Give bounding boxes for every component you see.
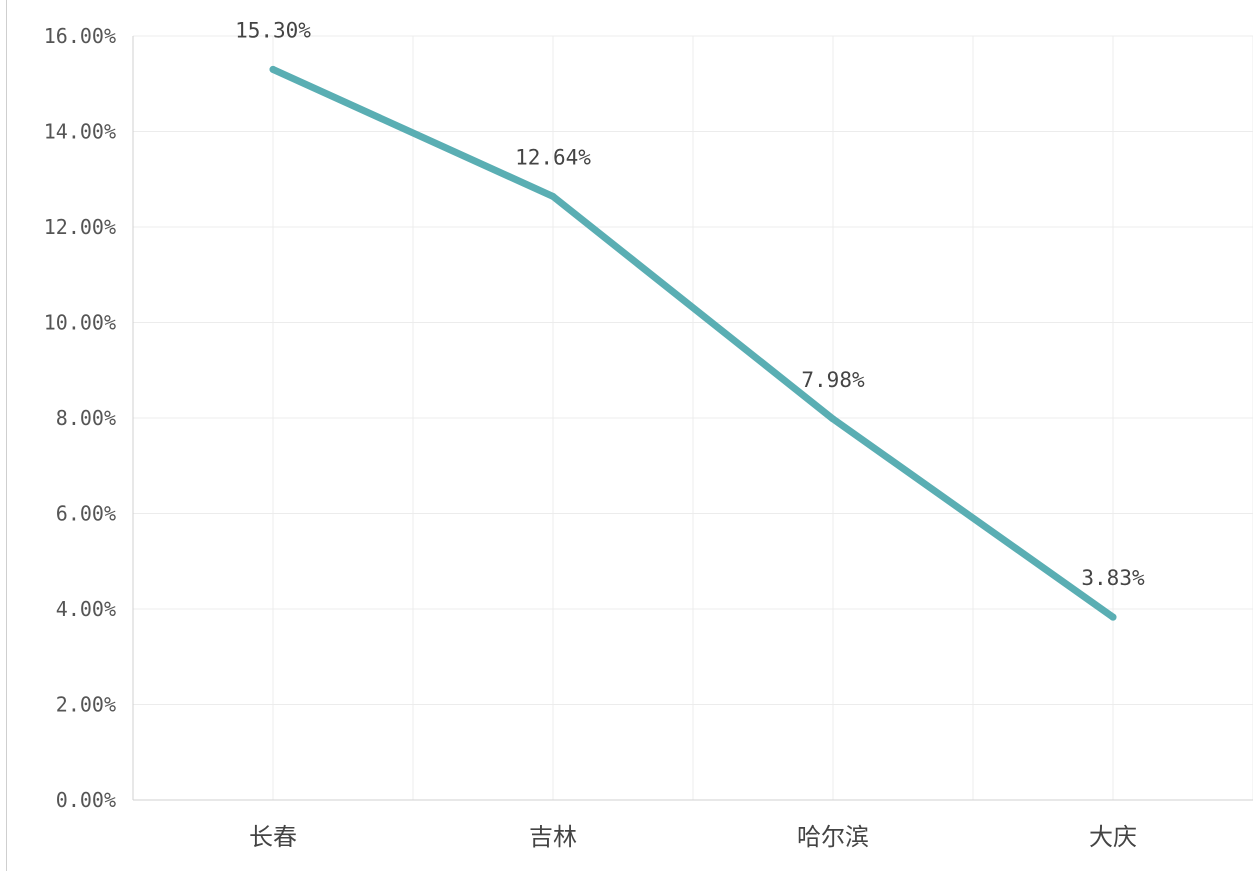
x-category-label: 大庆 bbox=[1089, 823, 1137, 851]
data-point bbox=[829, 415, 837, 423]
series bbox=[269, 65, 1117, 621]
y-tick-label: 16.00% bbox=[44, 24, 116, 48]
left-border bbox=[6, 0, 7, 871]
y-tick-label: 12.00% bbox=[44, 215, 116, 239]
data-point bbox=[1109, 613, 1117, 621]
data-label: 15.30% bbox=[235, 18, 311, 42]
data-point bbox=[269, 65, 277, 73]
y-axis-tick-labels: 0.00% 2.00% 4.00% 6.00% 8.00% 10.00% 12.00% 14.… bbox=[44, 24, 116, 812]
x-category-label: 哈尔滨 bbox=[797, 823, 869, 851]
grid-lines bbox=[133, 35, 1253, 800]
y-tick-label: 14.00% bbox=[44, 120, 116, 144]
y-tick-label: 4.00% bbox=[56, 597, 116, 621]
axes bbox=[132, 36, 1253, 801]
x-axis-category-labels: 长春 吉林 哈尔滨 大庆 bbox=[249, 823, 1137, 851]
data-label: 12.64% bbox=[515, 145, 591, 169]
y-tick-label: 8.00% bbox=[56, 406, 116, 430]
data-labels: 15.30% 12.64% 7.98% 3.83% bbox=[235, 18, 1145, 590]
y-tick-label: 0.00% bbox=[56, 788, 116, 812]
y-tick-label: 6.00% bbox=[56, 502, 116, 526]
x-category-label: 吉林 bbox=[529, 823, 577, 851]
y-tick-label: 2.00% bbox=[56, 693, 116, 717]
data-label: 7.98% bbox=[801, 368, 865, 392]
data-point bbox=[549, 192, 557, 200]
series-line bbox=[269, 65, 1117, 621]
y-tick-label: 10.00% bbox=[44, 311, 116, 335]
x-category-label: 长春 bbox=[249, 823, 297, 851]
data-label: 3.83% bbox=[1081, 566, 1145, 590]
